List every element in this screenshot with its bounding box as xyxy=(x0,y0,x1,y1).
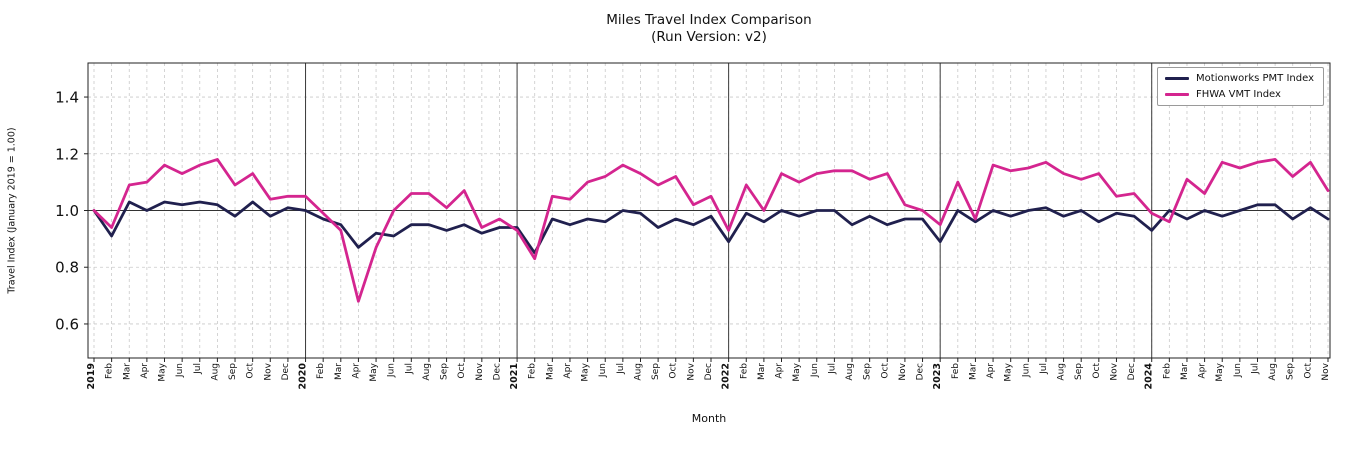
svg-text:Jun: Jun xyxy=(598,363,608,378)
svg-text:Oct: Oct xyxy=(246,363,256,379)
svg-text:Feb: Feb xyxy=(1162,363,1172,379)
svg-text:Dec: Dec xyxy=(1127,363,1137,380)
svg-text:May: May xyxy=(158,362,168,381)
svg-text:Oct: Oct xyxy=(669,363,679,379)
svg-text:May: May xyxy=(1215,362,1225,381)
svg-text:Sep: Sep xyxy=(1074,363,1084,380)
svg-text:Oct: Oct xyxy=(1303,363,1313,379)
svg-text:2020: 2020 xyxy=(298,363,309,390)
svg-text:Aug: Aug xyxy=(1057,363,1067,381)
svg-text:2023: 2023 xyxy=(932,363,943,389)
svg-text:Sep: Sep xyxy=(440,363,450,380)
svg-text:Jul: Jul xyxy=(1039,363,1049,375)
svg-text:0.8: 0.8 xyxy=(55,259,79,277)
svg-text:Dec: Dec xyxy=(492,363,502,380)
svg-text:Nov: Nov xyxy=(1109,362,1119,380)
series-line-fhwa-vmt-index xyxy=(92,157,1330,303)
legend-label: Motionworks PMT Index xyxy=(1196,73,1314,84)
svg-text:Jul: Jul xyxy=(1250,363,1260,375)
x-axis-label: Month xyxy=(691,412,727,425)
svg-text:Feb: Feb xyxy=(739,363,749,379)
legend-item: FHWA VMT Index xyxy=(1165,89,1314,100)
svg-text:May: May xyxy=(369,362,379,381)
svg-text:Jul: Jul xyxy=(827,363,837,375)
svg-text:Nov: Nov xyxy=(263,362,273,380)
svg-text:Feb: Feb xyxy=(105,363,115,379)
svg-text:Sep: Sep xyxy=(228,363,238,380)
svg-text:Oct: Oct xyxy=(880,363,890,379)
svg-text:Mar: Mar xyxy=(545,363,555,380)
svg-text:Nov: Nov xyxy=(1321,362,1331,380)
svg-text:Apr: Apr xyxy=(1198,363,1208,379)
svg-text:Mar: Mar xyxy=(1180,363,1190,380)
svg-text:Jun: Jun xyxy=(387,363,397,378)
legend-item: Motionworks PMT Index xyxy=(1165,73,1314,84)
svg-text:Oct: Oct xyxy=(1092,363,1102,379)
svg-text:1.4: 1.4 xyxy=(55,89,79,107)
svg-text:Nov: Nov xyxy=(686,362,696,380)
svg-text:Feb: Feb xyxy=(528,363,538,379)
svg-text:Aug: Aug xyxy=(210,363,220,381)
svg-text:Jun: Jun xyxy=(1233,363,1243,378)
svg-text:Jun: Jun xyxy=(175,363,185,378)
svg-text:Jul: Jul xyxy=(193,363,203,375)
svg-text:Jul: Jul xyxy=(616,363,626,375)
svg-text:Feb: Feb xyxy=(316,363,326,379)
chart-title: Miles Travel Index Comparison xyxy=(606,12,812,28)
svg-text:Apr: Apr xyxy=(351,363,361,379)
svg-text:Mar: Mar xyxy=(334,363,344,380)
svg-text:Sep: Sep xyxy=(863,363,873,380)
svg-text:May: May xyxy=(1004,362,1014,381)
svg-text:Feb: Feb xyxy=(951,363,961,379)
svg-text:2021: 2021 xyxy=(509,363,520,389)
svg-text:Apr: Apr xyxy=(986,363,996,379)
svg-text:Aug: Aug xyxy=(422,363,432,381)
svg-text:May: May xyxy=(792,362,802,381)
x-tick-labels: 2019 Feb Mar Apr May Jun Jul Aug Sep Oct Nov Dec 202… xyxy=(86,358,1331,389)
chart-title-block: Miles Travel Index Comparison (Run Versi… xyxy=(88,12,1330,46)
svg-text:2022: 2022 xyxy=(721,363,732,389)
legend-swatch-line-icon xyxy=(1165,93,1190,96)
chart-legend: Motionworks PMT Index FHWA VMT Index xyxy=(1157,67,1324,106)
legend-swatch-line-icon xyxy=(1165,77,1190,80)
svg-text:Mar: Mar xyxy=(757,363,767,380)
svg-text:2024: 2024 xyxy=(1144,363,1155,390)
svg-text:1.2: 1.2 xyxy=(55,145,79,163)
svg-text:Aug: Aug xyxy=(845,363,855,381)
svg-text:May: May xyxy=(581,362,591,381)
svg-text:Dec: Dec xyxy=(916,363,926,380)
y-tick-labels: 0.6 0.8 1.0 1.2 1.4 xyxy=(55,89,88,333)
svg-text:Apr: Apr xyxy=(775,363,785,379)
svg-text:Apr: Apr xyxy=(140,363,150,379)
series-line-motionworks-pmt-index xyxy=(92,200,1330,255)
svg-text:Oct: Oct xyxy=(457,363,467,379)
svg-text:Jun: Jun xyxy=(1021,363,1031,378)
svg-text:Sep: Sep xyxy=(651,363,661,380)
svg-text:1.0: 1.0 xyxy=(55,202,79,220)
svg-text:Dec: Dec xyxy=(704,363,714,380)
svg-text:0.6: 0.6 xyxy=(55,315,79,333)
svg-text:Nov: Nov xyxy=(475,362,485,380)
svg-text:Dec: Dec xyxy=(281,363,291,380)
svg-text:2019: 2019 xyxy=(86,363,97,389)
svg-text:Aug: Aug xyxy=(633,363,643,381)
svg-text:Aug: Aug xyxy=(1268,363,1278,381)
svg-text:Apr: Apr xyxy=(563,363,573,379)
svg-text:Sep: Sep xyxy=(1286,363,1296,380)
gridlines xyxy=(88,63,1330,358)
svg-text:Jul: Jul xyxy=(404,363,414,375)
legend-label: FHWA VMT Index xyxy=(1196,89,1281,100)
svg-text:Mar: Mar xyxy=(968,363,978,380)
svg-text:Jun: Jun xyxy=(810,363,820,378)
svg-text:Mar: Mar xyxy=(122,363,132,380)
chart-subtitle: (Run Version: v2) xyxy=(651,28,767,45)
y-axis-label: Travel Index (January 2019 = 1.00) xyxy=(6,127,18,294)
svg-text:Nov: Nov xyxy=(898,362,908,380)
